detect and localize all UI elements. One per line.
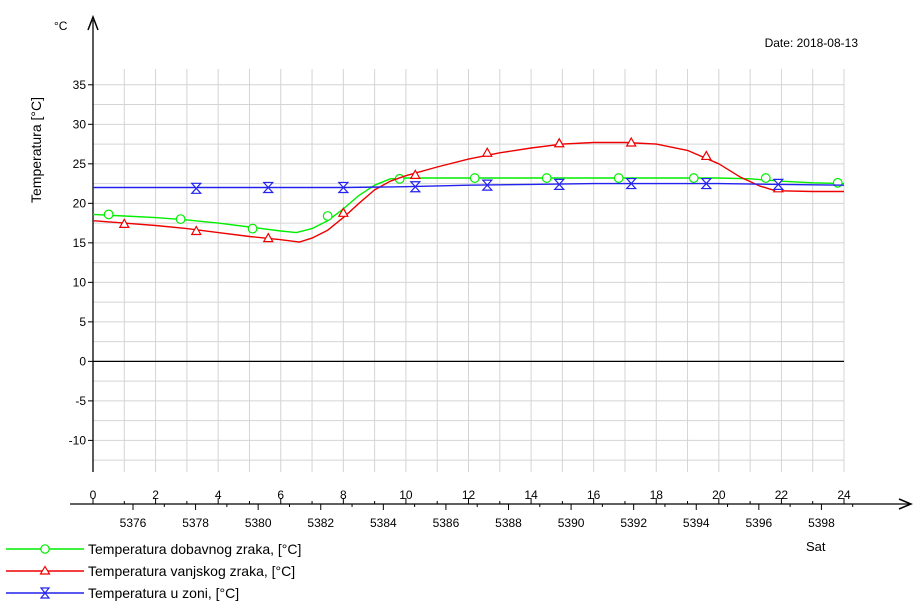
x-tick-label-bottom: 5388	[495, 516, 522, 530]
series-marker-2	[553, 178, 566, 190]
series-marker-0	[760, 173, 771, 183]
x-tick-labels-bottom: 5376 5378 5380 5382 5384 5386 5388 5390 5392 5394…	[120, 516, 835, 530]
grid	[93, 69, 845, 472]
legend-item-zone: Temperatura u zoni, [°C]	[4, 582, 301, 604]
series-marker-1	[190, 225, 202, 236]
series-marker-1	[337, 207, 349, 217]
series-marker-0	[103, 209, 114, 220]
x-tick-label-bottom: 5378	[182, 516, 209, 530]
y-axis-label: Temperatura [°C]	[28, 97, 44, 203]
series-marker-1	[262, 232, 274, 243]
y-tick-label: 10	[73, 275, 87, 289]
series-line-1	[92, 141, 844, 243]
date-label: Date: 2018-08-13	[764, 36, 858, 50]
x-tick-label-bottom: 5390	[558, 516, 585, 530]
series-marker-1	[625, 136, 637, 147]
series-marker-0	[469, 173, 480, 183]
legend-line-supply-air	[6, 544, 84, 554]
y-tick-labels: 35 30 25 20 15 10 5 0 -5 -10	[69, 78, 87, 448]
x-tick-label-top: 24	[837, 488, 851, 502]
series-marker-1	[118, 218, 130, 228]
series-marker-2	[409, 181, 422, 193]
y-tick-label: 15	[73, 236, 87, 250]
x-tick-label-top: 0	[90, 488, 97, 502]
series-marker-0	[175, 214, 186, 225]
x-tick-label-bottom: 5380	[245, 516, 272, 530]
y-tick-label: 0	[79, 354, 86, 368]
series-line-2	[93, 182, 845, 189]
series-marker-1	[409, 169, 421, 179]
series-group	[92, 136, 845, 243]
x-tick-label-bottom: 5376	[120, 516, 147, 530]
x-tick-label-top: 16	[587, 488, 601, 502]
series-marker-1	[481, 147, 493, 157]
x-tick-label-top: 8	[340, 488, 347, 502]
series-marker-2	[625, 177, 638, 190]
x-tick-label-bottom: 5384	[370, 516, 397, 530]
y-unit-label: °C	[54, 19, 68, 33]
y-tick-label: -5	[75, 394, 86, 408]
x-tick-label-top: 20	[712, 488, 726, 502]
legend-item-outdoor-air: Temperatura vanjskog zraka, [°C]	[4, 560, 301, 582]
y-tick-label: 20	[73, 196, 87, 210]
series-marker-2	[190, 182, 203, 194]
x-tick-label-top: 6	[277, 488, 284, 502]
x-tick-label-bottom: 5398	[808, 516, 835, 530]
x-tick-label-top: 2	[152, 488, 159, 502]
x-tick-label-bottom: 5386	[433, 516, 460, 530]
y-tick-label: 25	[73, 157, 87, 171]
series-marker-1	[553, 137, 565, 148]
legend-label-supply-air: Temperatura dobavnog zraka, [°C]	[88, 541, 302, 557]
x-tick-label-top: 12	[462, 488, 476, 502]
x-tick-labels-top: 0 2 4 6 8 10 12 14 16 18 20 22 24	[90, 488, 851, 502]
axes	[70, 14, 913, 510]
x-tick-label-bottom: 5394	[683, 516, 710, 530]
series-marker-2	[262, 181, 275, 194]
x-tick-label-bottom: 5392	[620, 516, 647, 530]
x-tick-label-top: 22	[775, 488, 789, 502]
y-axis-arrow	[87, 14, 99, 31]
legend: Temperatura dobavnog zraka, [°C] Tempera…	[4, 538, 301, 604]
y-tick-label: 30	[73, 117, 87, 131]
legend-item-supply-air: Temperatura dobavnog zraka, [°C]	[4, 538, 301, 560]
x-tick-label-top: 10	[399, 488, 413, 502]
y-tick-label: 35	[73, 78, 87, 92]
y-tick-label: 5	[79, 315, 86, 329]
series-marker-0	[247, 223, 258, 234]
series-marker-0	[613, 173, 624, 183]
series-marker-2	[772, 178, 785, 190]
series-marker-1	[700, 150, 712, 161]
series-marker-2	[481, 179, 494, 191]
legend-label-outdoor-air: Temperatura vanjskog zraka, [°C]	[88, 563, 296, 579]
legend-line-outdoor-air	[6, 565, 84, 575]
legend-label-zone: Temperatura u zoni, [°C]	[88, 585, 240, 601]
legend-line-zone	[6, 587, 84, 599]
x-tick-label-top: 4	[215, 488, 222, 502]
y-tick-label: -10	[69, 433, 87, 447]
x-tick-label-bottom: 5382	[307, 516, 334, 530]
series-marker-2	[700, 177, 713, 190]
x-axis-label: Sat	[806, 539, 826, 554]
x-axis-arrow	[898, 498, 913, 510]
series-marker-0	[688, 173, 699, 183]
series-marker-0	[541, 173, 552, 183]
x-tick-label-top: 18	[650, 488, 664, 502]
series-marker-0	[322, 211, 333, 221]
x-tick-label-top: 14	[524, 488, 538, 502]
x-tick-label-bottom: 5396	[745, 516, 772, 530]
series-marker-2	[337, 181, 350, 194]
